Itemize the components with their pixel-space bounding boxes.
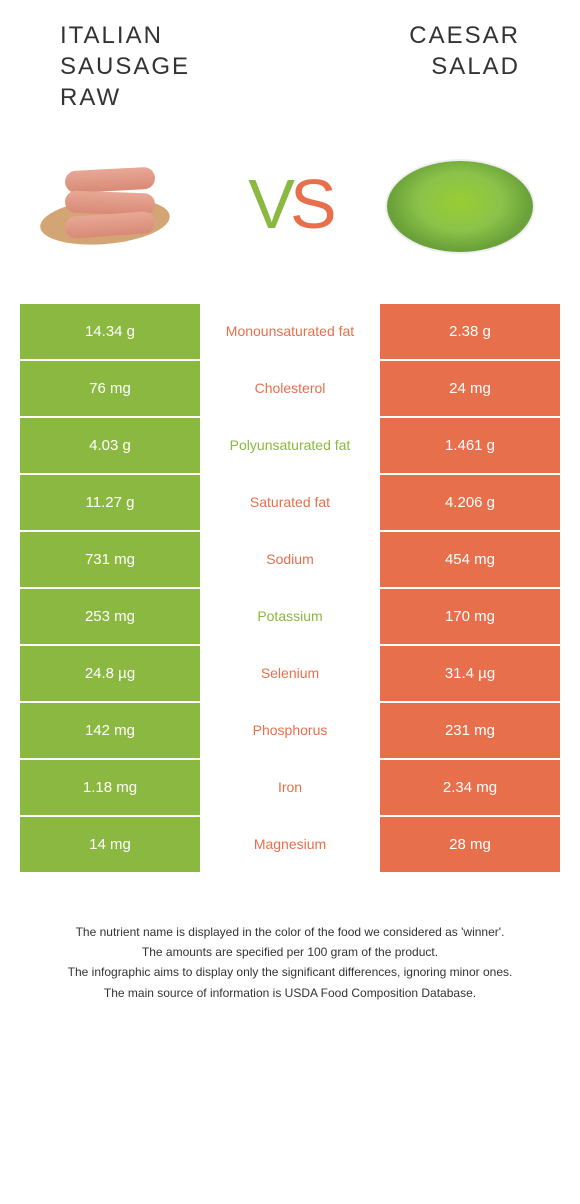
left-value-cell: 14.34 g [20,304,200,359]
right-value-cell: 24 mg [380,361,560,416]
sausage-illustration [40,154,200,254]
right-food-image [370,144,550,264]
left-food-image [30,144,210,264]
nutrient-label-cell: Saturated fat [200,475,380,530]
left-food-title: ITALIANSAUSAGERAW [50,20,290,114]
vs-v-letter: V [248,165,290,243]
footnote-line: The amounts are specified per 100 gram o… [35,942,545,962]
left-value-cell: 14 mg [20,817,200,872]
nutrient-label-cell: Cholesterol [200,361,380,416]
nutrient-label-cell: Phosphorus [200,703,380,758]
footnote-line: The main source of information is USDA F… [35,983,545,1003]
comparison-table: 14.34 gMonounsaturated fat2.38 g76 mgCho… [20,304,560,872]
right-value-cell: 1.461 g [380,418,560,473]
table-row: 11.27 gSaturated fat4.206 g [20,475,560,530]
table-row: 731 mgSodium454 mg [20,532,560,587]
nutrient-label-cell: Iron [200,760,380,815]
table-row: 4.03 gPolyunsaturated fat1.461 g [20,418,560,473]
right-value-cell: 2.34 mg [380,760,560,815]
right-value-cell: 2.38 g [380,304,560,359]
table-row: 142 mgPhosphorus231 mg [20,703,560,758]
nutrient-label-cell: Potassium [200,589,380,644]
left-value-cell: 11.27 g [20,475,200,530]
right-value-cell: 170 mg [380,589,560,644]
table-row: 253 mgPotassium170 mg [20,589,560,644]
vs-label: VS [248,164,331,244]
left-value-cell: 4.03 g [20,418,200,473]
left-value-cell: 1.18 mg [20,760,200,815]
left-value-cell: 731 mg [20,532,200,587]
left-value-cell: 76 mg [20,361,200,416]
footnote-line: The nutrient name is displayed in the co… [35,922,545,942]
vs-s-letter: S [290,165,332,243]
table-row: 24.8 µgSelenium31.4 µg [20,646,560,701]
nutrient-label-cell: Polyunsaturated fat [200,418,380,473]
right-value-cell: 31.4 µg [380,646,560,701]
left-food-title-text: ITALIANSAUSAGERAW [60,22,190,111]
table-row: 1.18 mgIron2.34 mg [20,760,560,815]
salad-illustration [380,149,540,259]
nutrient-label-cell: Magnesium [200,817,380,872]
left-value-cell: 142 mg [20,703,200,758]
table-row: 14.34 gMonounsaturated fat2.38 g [20,304,560,359]
right-value-cell: 28 mg [380,817,560,872]
right-food-title: CAESARSALAD [290,20,530,82]
right-value-cell: 4.206 g [380,475,560,530]
left-value-cell: 253 mg [20,589,200,644]
right-value-cell: 454 mg [380,532,560,587]
nutrient-label-cell: Selenium [200,646,380,701]
nutrient-label-cell: Monounsaturated fat [200,304,380,359]
right-value-cell: 231 mg [380,703,560,758]
footnotes: The nutrient name is displayed in the co… [20,902,560,1004]
nutrient-label-cell: Sodium [200,532,380,587]
table-row: 14 mgMagnesium28 mg [20,817,560,872]
table-row: 76 mgCholesterol24 mg [20,361,560,416]
vs-row: VS [20,144,560,264]
left-value-cell: 24.8 µg [20,646,200,701]
right-food-title-text: CAESARSALAD [409,22,520,80]
footnote-line: The infographic aims to display only the… [35,962,545,982]
